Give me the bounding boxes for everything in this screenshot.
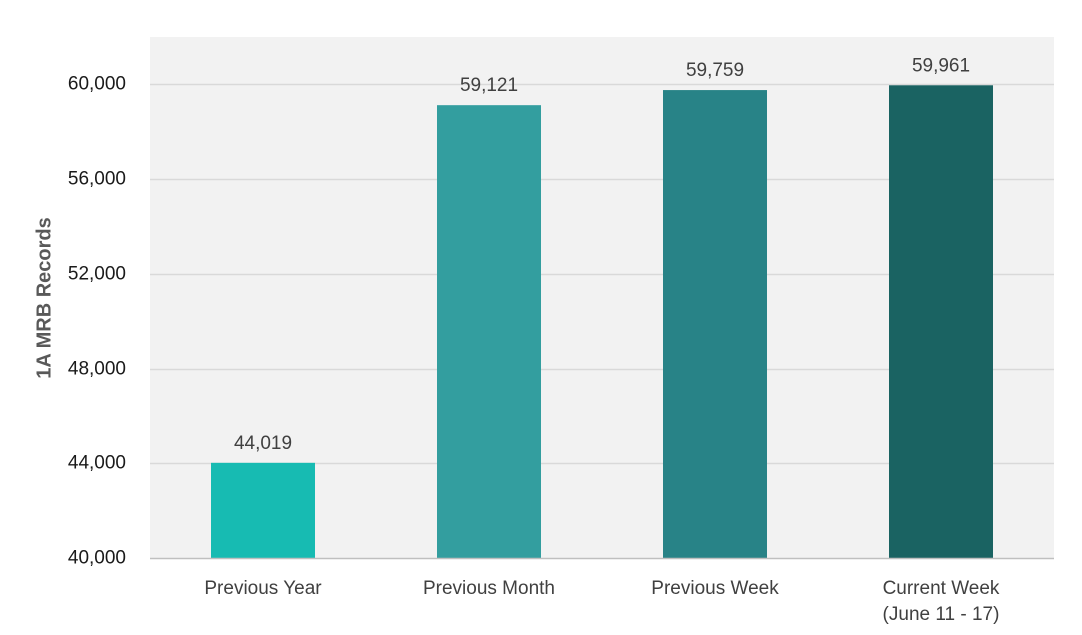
data-label: 59,121: [460, 75, 518, 96]
y-tick-label: 60,000: [68, 74, 126, 95]
x-axis-labels: Previous Year Previous Month Previous Week…: [204, 578, 1000, 625]
y-axis-title: 1A MRB Records: [33, 217, 55, 379]
bars: [211, 85, 993, 558]
bar: [663, 90, 767, 558]
data-label: 59,759: [686, 60, 744, 81]
data-label: 44,019: [234, 433, 292, 454]
y-tick-label: 44,000: [68, 453, 126, 474]
y-tick-label: 56,000: [68, 169, 126, 190]
data-label: 59,961: [912, 55, 970, 76]
x-tick-label: (June 11 - 17): [883, 604, 1000, 625]
x-tick-label: Previous Year: [204, 578, 322, 599]
bar: [211, 462, 315, 558]
bar: [437, 105, 541, 558]
y-tick-label: 52,000: [68, 264, 126, 285]
x-tick-label: Current Week: [883, 578, 1000, 599]
x-tick-label: Previous Week: [651, 578, 779, 599]
y-tick-label: 48,000: [68, 359, 126, 380]
x-tick-label: Previous Month: [423, 578, 555, 599]
y-axis-ticks: 40,000 44,000 48,000 52,000 56,000 60,000: [68, 74, 126, 569]
data-labels: 44,019 59,121 59,759 59,961: [234, 55, 970, 454]
bar: [889, 85, 993, 558]
y-tick-label: 40,000: [68, 548, 126, 569]
